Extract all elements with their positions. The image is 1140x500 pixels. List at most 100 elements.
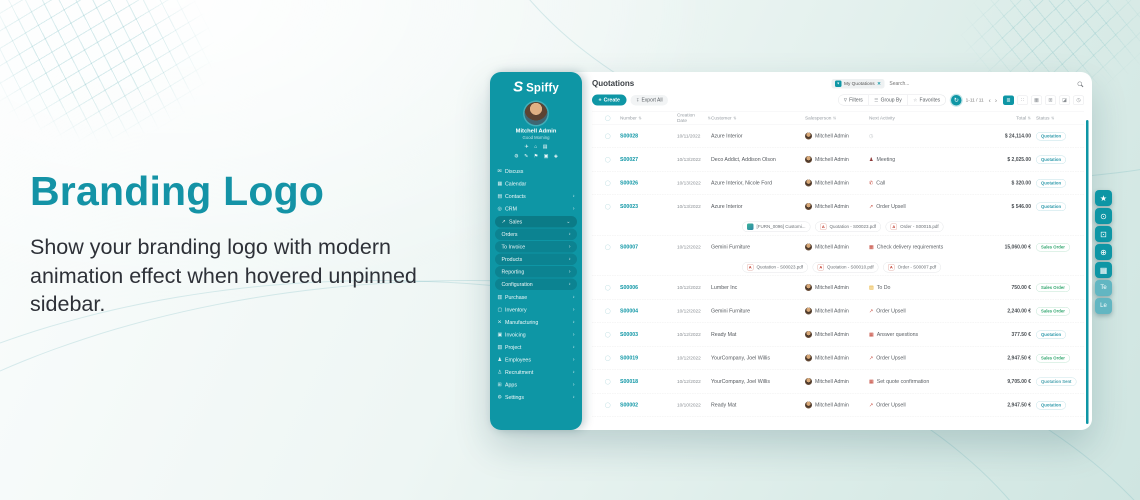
fab-favorite-button[interactable]: ★: [1095, 190, 1112, 206]
fab-text-button-2[interactable]: Le: [1095, 298, 1112, 314]
sidebar-item-configuration[interactable]: Configuration ›: [495, 278, 577, 290]
attachment-chip[interactable]: A Order - S00007.pdf: [883, 261, 942, 273]
search-bar[interactable]: ▼ My Quotations ✕: [831, 79, 1085, 89]
sidebar-item-settings[interactable]: ⚙ Settings ›: [490, 391, 582, 404]
sidebar-item-recruitment[interactable]: ♙ Recruitment ›: [490, 366, 582, 379]
sidebar-item-project[interactable]: ▧ Project ›: [490, 341, 582, 354]
sidebar-item-sales[interactable]: ↗ Sales ⌄: [495, 216, 577, 228]
table-row[interactable]: S00023 10/13/2022 Azure Interior Mitchel…: [592, 195, 1084, 218]
row-checkbox[interactable]: [605, 355, 611, 361]
view-calendar-button[interactable]: ▦: [1031, 95, 1042, 105]
table-row[interactable]: S00006 10/12/2022 Lumber Inc Mitchell Ad…: [592, 276, 1084, 299]
order-number-link[interactable]: S00028: [620, 133, 639, 139]
brand[interactable]: S Spiffy: [490, 79, 582, 95]
view-activity-button[interactable]: ◷: [1073, 95, 1084, 105]
refresh-button[interactable]: ↻: [951, 94, 962, 106]
table-row[interactable]: S00004 10/12/2022 Gemini Furniture Mitch…: [592, 299, 1084, 323]
fab-text-button-1[interactable]: Te: [1095, 280, 1112, 296]
header-salesperson[interactable]: Salesperson ⇅: [805, 115, 837, 121]
header-status[interactable]: Status ⇅: [1036, 115, 1055, 121]
order-number-link[interactable]: S00019: [620, 355, 639, 361]
fab-zoom-button[interactable]: ⊕: [1095, 244, 1112, 260]
header-number[interactable]: Number ⇅: [620, 115, 642, 121]
sidebar-item-products[interactable]: Products ›: [495, 253, 577, 265]
next-activity-cell[interactable]: ↗ Order Upsell: [869, 402, 961, 408]
sidebar-item-manufacturing[interactable]: ✕ Manufacturing ›: [490, 316, 582, 329]
scrollbar[interactable]: [1086, 120, 1089, 424]
header-creation-date[interactable]: Creation Date ⇅: [677, 112, 711, 124]
flag-icon[interactable]: ⚑: [533, 153, 539, 159]
sidebar-item-crm[interactable]: ◎ CRM ›: [490, 203, 582, 216]
view-kanban-button[interactable]: ∷: [1017, 95, 1028, 105]
sidebar-item-calendar[interactable]: ▦ Calendar: [490, 178, 582, 191]
next-activity-cell[interactable]: ▦ Set quote confirmation: [869, 379, 961, 385]
next-activity-cell[interactable]: ▦ Check delivery requirements: [869, 244, 961, 250]
row-checkbox[interactable]: [605, 402, 611, 408]
table-row[interactable]: S00002 10/10/2022 Ready Mat Mitchell Adm…: [592, 393, 1084, 417]
next-page-button[interactable]: ›: [994, 96, 997, 104]
group-by-button[interactable]: ☰ Group By: [868, 94, 908, 106]
row-checkbox[interactable]: [605, 308, 611, 314]
next-activity-cell[interactable]: ↗ Order Upsell: [869, 355, 961, 361]
table-row[interactable]: S00018 10/12/2022 YourCompany, Joel Will…: [592, 370, 1084, 393]
next-activity-cell[interactable]: ◷: [869, 133, 961, 139]
table-row[interactable]: S00003 10/12/2022 Ready Mat Mitchell Adm…: [592, 323, 1084, 346]
row-checkbox[interactable]: [605, 156, 611, 163]
view-graph-button[interactable]: ◪: [1059, 95, 1070, 105]
sidebar-item-employees[interactable]: ♟ Employees ›: [490, 354, 582, 367]
select-all-checkbox[interactable]: [605, 115, 611, 121]
sidebar-item-purchase[interactable]: ▥ Purchase ›: [490, 291, 582, 304]
gear-icon[interactable]: ⚙: [514, 153, 519, 159]
row-checkbox[interactable]: [605, 203, 611, 210]
order-number-link[interactable]: S00026: [620, 180, 639, 186]
sidebar-item-reporting[interactable]: Reporting ›: [495, 266, 577, 278]
attachment-chip[interactable]: [FURN_0096] Customi...: [742, 221, 811, 232]
order-number-link[interactable]: S00004: [620, 308, 639, 314]
next-activity-cell[interactable]: ♟ Meeting: [869, 157, 961, 163]
order-number-link[interactable]: S00018: [620, 378, 639, 385]
next-activity-cell[interactable]: ▦ Answer questions: [869, 332, 961, 338]
pencil-icon[interactable]: ✎: [524, 153, 529, 159]
attachment-chip[interactable]: A Quotation - S00023.pdf: [815, 221, 882, 232]
export-all-button[interactable]: ↧ Export All: [630, 94, 669, 106]
order-number-link[interactable]: S00003: [620, 331, 639, 338]
card-icon[interactable]: ▤: [542, 144, 548, 150]
search-icon[interactable]: [1077, 81, 1082, 86]
create-button[interactable]: + Create: [592, 94, 627, 106]
table-row[interactable]: S00007 10/12/2022 Gemini Furniture Mitch…: [592, 235, 1084, 259]
next-activity-cell[interactable]: ▨ To Do: [869, 285, 961, 291]
table-row[interactable]: S00019 10/12/2022 YourCompany, Joel Will…: [592, 346, 1084, 370]
next-activity-cell[interactable]: ↗ Order Upsell: [869, 204, 961, 210]
row-checkbox[interactable]: [605, 378, 611, 385]
header-next-activity[interactable]: Next Activity: [869, 115, 895, 121]
search-input[interactable]: [889, 81, 1073, 87]
sidebar-item-to-invoice[interactable]: To Invoice ›: [495, 241, 577, 253]
plane-icon[interactable]: ✈: [524, 144, 529, 150]
next-activity-cell[interactable]: ↗ Order Upsell: [869, 308, 961, 314]
sidebar-item-apps[interactable]: ⊞ Apps ›: [490, 379, 582, 392]
attachment-chip[interactable]: A Quotation - S00023.pdf: [742, 261, 809, 273]
header-customer[interactable]: Customer ⇅: [711, 115, 737, 121]
row-checkbox[interactable]: [605, 244, 611, 250]
prev-page-button[interactable]: ‹: [988, 96, 991, 104]
attachment-chip[interactable]: A Quotation - S00010.pdf: [812, 261, 879, 273]
favorites-button[interactable]: ☆ Favorites: [907, 94, 947, 106]
filters-button[interactable]: ∇ Filters: [837, 94, 869, 106]
attachment-chip[interactable]: A Order - S00015.pdf: [885, 221, 944, 232]
header-total[interactable]: Total ⇅: [1016, 115, 1031, 121]
fab-search-button[interactable]: ⊙: [1095, 208, 1112, 224]
table-row[interactable]: S00028 10/11/2022 Azure Interior Mitchel…: [592, 124, 1084, 148]
fab-expand-button[interactable]: ⊡: [1095, 226, 1112, 242]
filter-chip[interactable]: ▼ My Quotations ✕: [831, 79, 885, 89]
order-number-link[interactable]: S00006: [620, 284, 639, 291]
row-checkbox[interactable]: [605, 331, 611, 338]
sidebar-item-invoicing[interactable]: ▣ Invoicing ›: [490, 329, 582, 342]
order-number-link[interactable]: S00027: [620, 156, 639, 163]
view-pivot-button[interactable]: ⊞: [1045, 95, 1056, 105]
next-activity-cell[interactable]: ✆ Call: [869, 180, 961, 186]
row-checkbox[interactable]: [605, 284, 611, 291]
sidebar-item-contacts[interactable]: ▤ Contacts ›: [490, 190, 582, 203]
home-icon[interactable]: ⌂: [534, 144, 538, 150]
row-checkbox[interactable]: [605, 180, 611, 186]
sidebar-item-orders[interactable]: Orders ›: [495, 228, 577, 240]
